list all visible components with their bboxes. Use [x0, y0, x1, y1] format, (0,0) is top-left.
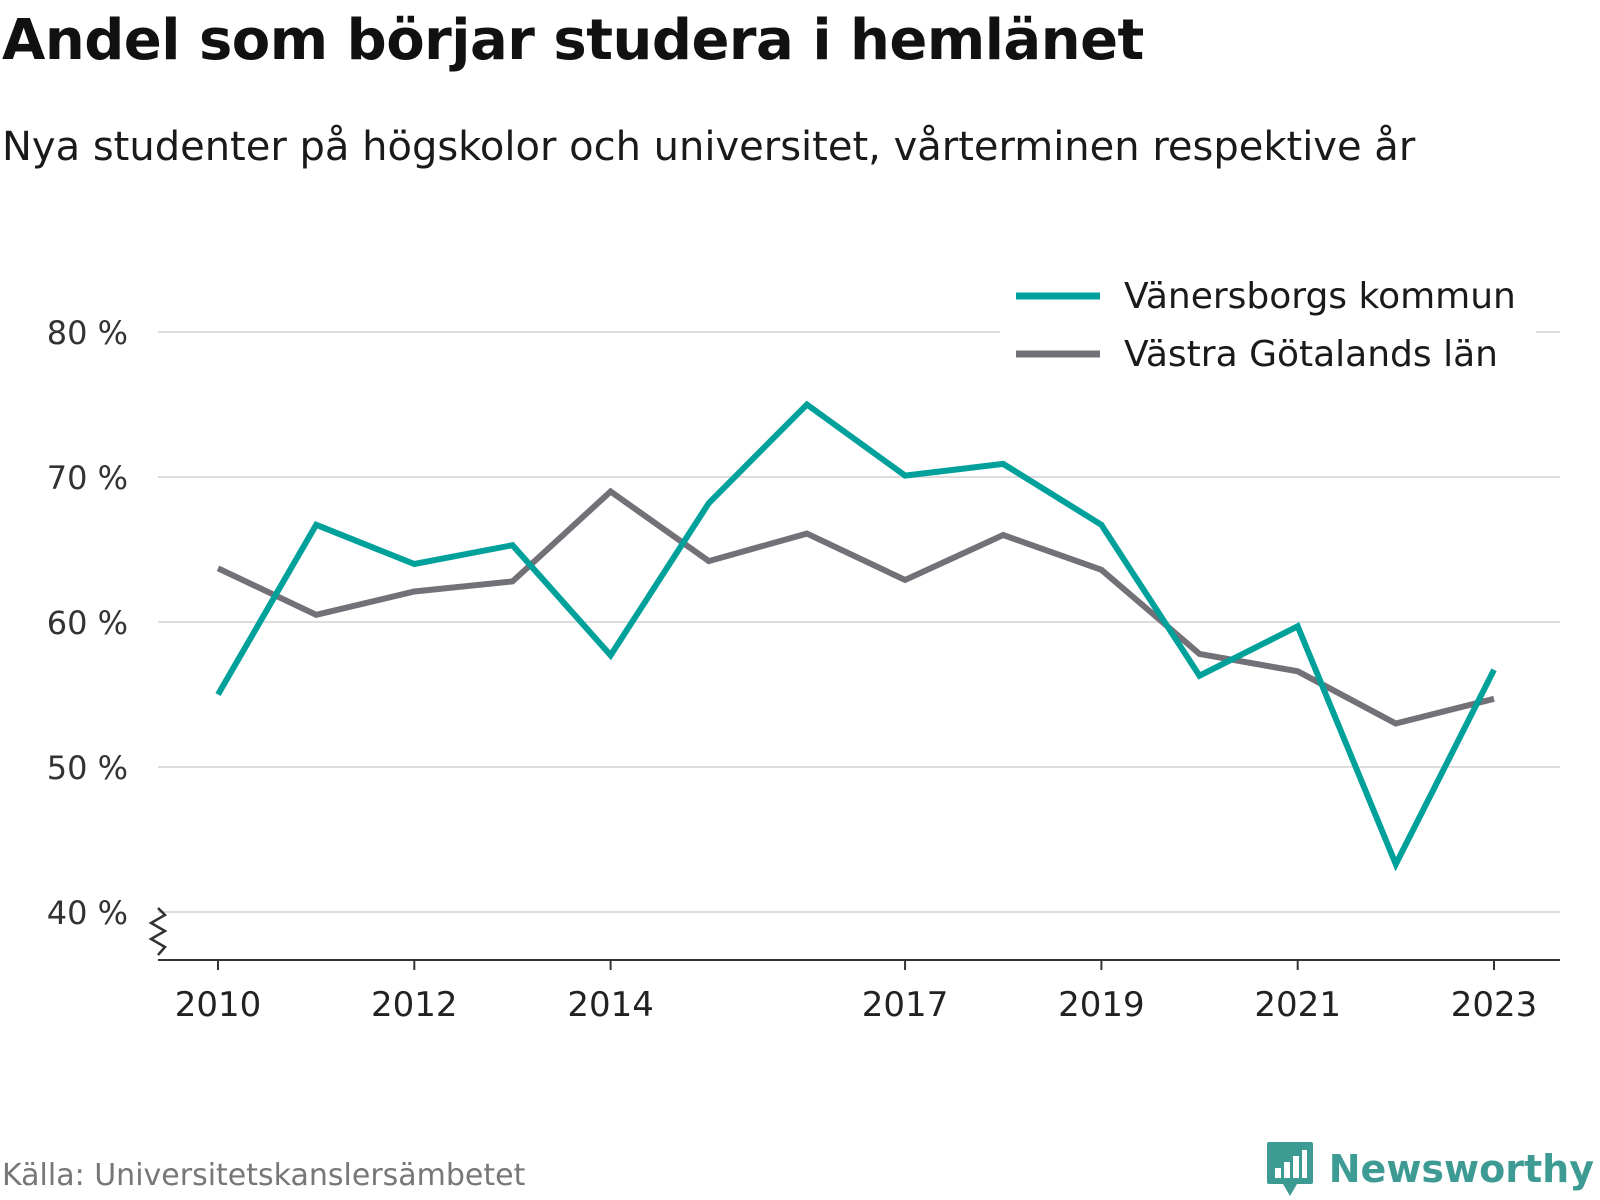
line-chart: 40 % 50 % 60 % 70 % 80 % 2010 2012 2014 2017 2019…: [46, 262, 1560, 1025]
x-tick-label-2017: 2017: [862, 985, 949, 1025]
x-tick-label-2012: 2012: [371, 985, 458, 1025]
newsworthy-logo: Newsworthy: [1265, 1140, 1594, 1198]
x-tick-label-2010: 2010: [175, 985, 262, 1025]
source-note: Källa: Universitetskanslersämbetet: [2, 1158, 526, 1193]
newsworthy-logo-icon: [1266, 1142, 1313, 1196]
logo-text: Newsworthy: [1328, 1147, 1594, 1191]
chart-subtitle: Nya studenter på högskolor och universit…: [2, 124, 1416, 170]
axis-break-mark: [148, 907, 168, 956]
legend-label-1: Vänersborgs kommun: [1124, 276, 1516, 317]
legend: Vänersborgs kommun Västra Götalands län: [1000, 262, 1536, 382]
y-tick-label-60: 60 %: [47, 604, 128, 642]
series-line-1: [215, 400, 1497, 872]
x-tick-label-2021: 2021: [1254, 985, 1341, 1025]
y-tick-label-50: 50 %: [47, 749, 128, 787]
x-tick-label-2019: 2019: [1058, 985, 1145, 1025]
y-tick-label-40: 40 %: [47, 894, 128, 932]
legend-background: [1000, 262, 1536, 382]
y-tick-label-80: 80 %: [47, 314, 128, 352]
series-lines: [215, 400, 1497, 872]
legend-label-2: Västra Götalands län: [1124, 334, 1498, 375]
chart-title: Andel som börjar studera i hemlänet: [2, 8, 1144, 73]
x-tick-label-2023: 2023: [1451, 985, 1538, 1025]
x-tick-label-2014: 2014: [567, 985, 654, 1025]
axes: 40 % 50 % 60 % 70 % 80 % 2010 2012 2014 2017 2019…: [47, 314, 1560, 1025]
grid-lines: [158, 331, 1560, 913]
y-tick-label-70: 70 %: [47, 459, 128, 497]
series-line-2: [216, 487, 1495, 727]
